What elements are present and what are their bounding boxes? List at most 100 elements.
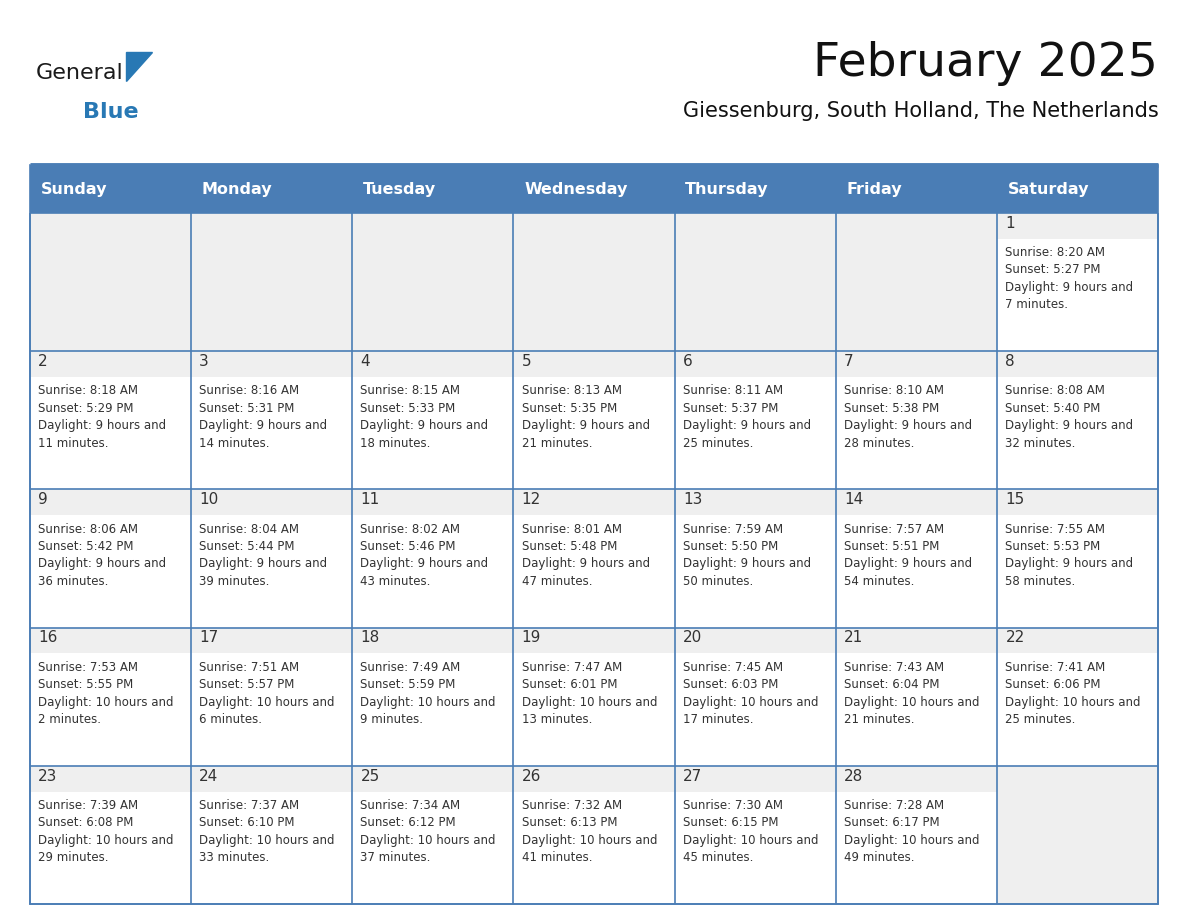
Bar: [997, 766, 1158, 904]
Text: 6 minutes.: 6 minutes.: [200, 713, 263, 726]
Bar: [675, 766, 836, 904]
Text: 9: 9: [38, 492, 48, 508]
Text: 47 minutes.: 47 minutes.: [522, 575, 592, 588]
Text: Sunset: 6:15 PM: Sunset: 6:15 PM: [683, 816, 778, 830]
Text: 54 minutes.: 54 minutes.: [845, 575, 915, 588]
Bar: [836, 489, 997, 515]
Text: Sunrise: 8:01 AM: Sunrise: 8:01 AM: [522, 522, 621, 535]
Text: 50 minutes.: 50 minutes.: [683, 575, 753, 588]
Bar: [30, 489, 191, 628]
Bar: [30, 213, 191, 352]
Text: Sunset: 5:37 PM: Sunset: 5:37 PM: [683, 402, 778, 415]
Bar: [997, 766, 1158, 904]
Bar: [352, 766, 513, 791]
Text: Sunrise: 8:06 AM: Sunrise: 8:06 AM: [38, 522, 138, 535]
Bar: [352, 628, 513, 766]
Text: Sunset: 5:44 PM: Sunset: 5:44 PM: [200, 540, 295, 553]
Bar: [997, 213, 1158, 352]
Bar: [352, 352, 513, 377]
Bar: [30, 352, 191, 377]
Text: Daylight: 9 hours and: Daylight: 9 hours and: [360, 420, 488, 432]
Bar: [997, 489, 1158, 628]
Text: 7: 7: [845, 354, 854, 369]
Bar: [997, 352, 1158, 377]
Text: Sunset: 6:03 PM: Sunset: 6:03 PM: [683, 678, 778, 691]
Bar: [30, 489, 191, 515]
Text: Friday: Friday: [847, 182, 902, 196]
Text: Daylight: 9 hours and: Daylight: 9 hours and: [200, 557, 328, 570]
Text: 37 minutes.: 37 minutes.: [360, 851, 431, 865]
Text: Sunset: 5:59 PM: Sunset: 5:59 PM: [360, 678, 456, 691]
Text: Sunrise: 8:18 AM: Sunrise: 8:18 AM: [38, 385, 138, 397]
Text: 11: 11: [360, 492, 380, 508]
Text: Sunset: 5:51 PM: Sunset: 5:51 PM: [845, 540, 940, 553]
Text: 41 minutes.: 41 minutes.: [522, 851, 592, 865]
Bar: [675, 766, 836, 791]
Text: Daylight: 10 hours and: Daylight: 10 hours and: [1005, 696, 1140, 709]
Bar: [836, 766, 997, 904]
Text: 11 minutes.: 11 minutes.: [38, 437, 108, 450]
Text: 21 minutes.: 21 minutes.: [522, 437, 592, 450]
Text: Daylight: 9 hours and: Daylight: 9 hours and: [1005, 281, 1133, 294]
Text: 26: 26: [522, 768, 541, 784]
Text: 21 minutes.: 21 minutes.: [845, 713, 915, 726]
Bar: [513, 489, 675, 628]
Bar: [352, 766, 513, 904]
Bar: [513, 352, 675, 377]
Bar: [997, 352, 1158, 489]
Text: Daylight: 10 hours and: Daylight: 10 hours and: [845, 696, 980, 709]
Bar: [352, 213, 513, 352]
Text: Sunrise: 7:34 AM: Sunrise: 7:34 AM: [360, 799, 461, 812]
Text: 8: 8: [1005, 354, 1015, 369]
Text: Tuesday: Tuesday: [362, 182, 436, 196]
Bar: [997, 628, 1158, 766]
Text: 24: 24: [200, 768, 219, 784]
Bar: [675, 489, 836, 628]
Text: 9 minutes.: 9 minutes.: [360, 713, 423, 726]
Text: 36 minutes.: 36 minutes.: [38, 575, 108, 588]
Text: Sunset: 5:29 PM: Sunset: 5:29 PM: [38, 402, 133, 415]
Bar: [997, 489, 1158, 515]
Text: Daylight: 9 hours and: Daylight: 9 hours and: [38, 557, 166, 570]
Text: Sunrise: 8:13 AM: Sunrise: 8:13 AM: [522, 385, 621, 397]
Text: 12: 12: [522, 492, 541, 508]
Text: Sunset: 5:31 PM: Sunset: 5:31 PM: [200, 402, 295, 415]
Text: 49 minutes.: 49 minutes.: [845, 851, 915, 865]
Bar: [30, 213, 191, 352]
Bar: [836, 352, 997, 377]
Text: Sunrise: 8:08 AM: Sunrise: 8:08 AM: [1005, 385, 1105, 397]
Bar: [513, 766, 675, 904]
Text: Sunset: 5:53 PM: Sunset: 5:53 PM: [1005, 540, 1100, 553]
Text: Daylight: 9 hours and: Daylight: 9 hours and: [1005, 557, 1133, 570]
Text: Sunset: 6:06 PM: Sunset: 6:06 PM: [1005, 678, 1101, 691]
Bar: [836, 352, 997, 489]
Text: 21: 21: [845, 631, 864, 645]
Text: General: General: [36, 62, 124, 83]
Text: Sunset: 5:33 PM: Sunset: 5:33 PM: [360, 402, 456, 415]
Text: 25 minutes.: 25 minutes.: [1005, 713, 1076, 726]
Bar: [191, 766, 352, 791]
Text: Sunrise: 8:16 AM: Sunrise: 8:16 AM: [200, 385, 299, 397]
Text: 13: 13: [683, 492, 702, 508]
Text: Sunset: 6:08 PM: Sunset: 6:08 PM: [38, 816, 133, 830]
Bar: [30, 165, 1158, 213]
Bar: [675, 628, 836, 654]
Text: Sunrise: 7:51 AM: Sunrise: 7:51 AM: [200, 661, 299, 674]
Text: Sunrise: 8:20 AM: Sunrise: 8:20 AM: [1005, 246, 1105, 259]
Bar: [836, 628, 997, 654]
Bar: [191, 352, 352, 489]
Text: Daylight: 9 hours and: Daylight: 9 hours and: [200, 420, 328, 432]
Bar: [675, 352, 836, 377]
Bar: [30, 628, 191, 766]
Text: Sunrise: 7:41 AM: Sunrise: 7:41 AM: [1005, 661, 1106, 674]
Text: Saturday: Saturday: [1007, 182, 1089, 196]
Text: 13 minutes.: 13 minutes.: [522, 713, 592, 726]
Text: Sunday: Sunday: [40, 182, 107, 196]
Text: Sunrise: 7:45 AM: Sunrise: 7:45 AM: [683, 661, 783, 674]
Text: 33 minutes.: 33 minutes.: [200, 851, 270, 865]
Text: 14 minutes.: 14 minutes.: [200, 437, 270, 450]
Text: 17 minutes.: 17 minutes.: [683, 713, 753, 726]
Text: 17: 17: [200, 631, 219, 645]
Text: Daylight: 9 hours and: Daylight: 9 hours and: [522, 557, 650, 570]
Text: Sunset: 6:17 PM: Sunset: 6:17 PM: [845, 816, 940, 830]
